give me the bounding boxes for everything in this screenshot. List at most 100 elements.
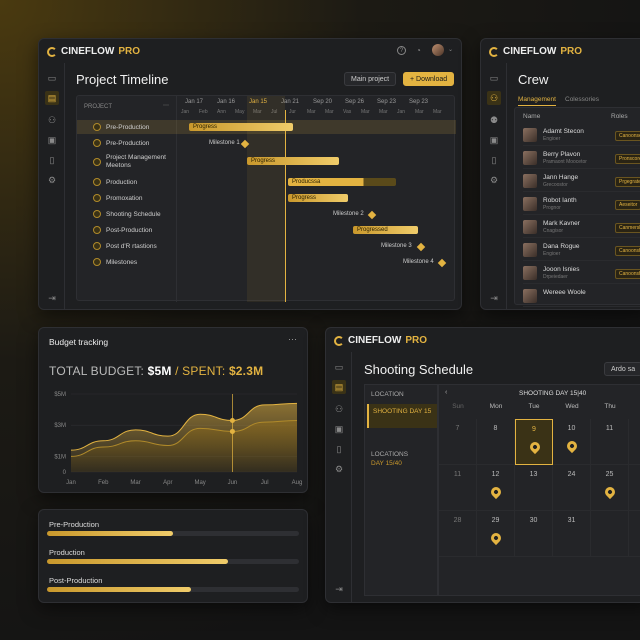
location-pin-icon[interactable] [488,530,504,546]
chevron-down-icon[interactable]: ⌄ [448,47,454,53]
gantt-row-label: Promoxation [106,194,143,202]
calendar-day[interactable]: 31 [553,511,591,557]
phases-panel: Pre-Production Production Post-Production [38,509,308,603]
calendar-day[interactable]: 13 [515,465,553,511]
calendar-day[interactable]: 29 [477,511,515,557]
logout-icon[interactable]: ⇥ [48,293,56,303]
calendar-day-number: 9 [532,426,536,433]
crew-row[interactable]: Robot Ianth Prognor Aeseitor [523,193,640,215]
gantt-row[interactable]: Milestones [93,258,137,266]
location-pin-icon[interactable] [564,438,580,454]
calendar-day[interactable]: 1 [629,419,640,465]
briefcase-icon[interactable]: ▣ [47,135,57,145]
calendar-day[interactable] [591,511,629,557]
crew-subtitle: Cnagisor [543,228,564,234]
users-icon[interactable]: ⚇ [47,115,57,125]
gantt-row[interactable]: Pre-Production [93,139,149,147]
calendar-icon[interactable]: ▤ [332,380,346,394]
milestone-3-marker[interactable] [416,242,426,252]
gantt-row[interactable]: Production [93,178,137,186]
avatar[interactable] [432,44,444,56]
calendar-day[interactable]: 30 [515,511,553,557]
logout-icon[interactable]: ⇥ [490,293,498,303]
crew-subtitle: Grecoostor [543,182,568,188]
tab-management[interactable]: Management [518,96,556,106]
check-icon [93,158,101,166]
more-icon[interactable]: ⋯ [288,334,297,344]
folder-icon[interactable]: ▭ [334,362,344,372]
date-label: Jan 21 [281,99,300,105]
column-menu-icon[interactable]: ⋯ [163,103,169,109]
calendar-day-number: 7 [455,425,460,432]
crew-name: Dana Rogue [543,243,580,250]
help-icon[interactable]: ? [397,46,406,55]
gantt-row[interactable]: Promoxation [93,194,143,202]
gantt-bar-production[interactable]: Producssa [288,178,396,186]
gear-icon[interactable]: ⚙ [47,175,57,185]
calendar-day[interactable]: 11 [439,465,477,511]
y-tick-label: $1M [54,454,66,460]
milestone-1-label: Milestone 1 [209,140,240,146]
document-icon[interactable]: ▯ [491,155,497,165]
download-button[interactable]: + Download [403,72,455,86]
logout-icon[interactable]: ⇥ [335,584,343,594]
calendar-day[interactable]: 9 [515,419,553,465]
calendar-day-number: 24 [567,471,576,478]
users-icon[interactable]: ⚇ [334,404,344,414]
folder-icon[interactable]: ▭ [47,73,57,83]
tab-accessories[interactable]: Colessories [565,96,599,103]
calendar-day[interactable]: 12 [477,465,515,511]
column-header-name: Name [523,113,541,120]
location-pin-icon[interactable] [602,484,618,500]
gear-icon[interactable]: ⚙ [334,464,344,474]
calendar-day[interactable]: 10 [553,419,591,465]
calendar-day[interactable]: 2 [629,465,640,511]
milestone-2-marker[interactable] [367,210,377,220]
calendar-day[interactable]: 7 [439,419,477,465]
calendar-day[interactable]: 11 [591,419,629,465]
briefcase-icon[interactable]: ▣ [489,135,499,145]
crew-row[interactable]: Wereee Woole [523,285,640,307]
calendar-day[interactable]: 8 [477,419,515,465]
gantt-bar-promotion[interactable]: Progress [288,194,348,202]
briefcase-icon[interactable]: ▣ [334,424,344,434]
gantt-bar-meetings[interactable]: Progress [247,157,339,165]
calendar-day[interactable]: 24 [553,465,591,511]
gantt-bar-post-production[interactable]: Progressed [353,226,418,234]
calendar-day[interactable] [629,511,640,557]
document-icon[interactable]: ▯ [49,155,55,165]
day-label: Mar [325,109,334,115]
calendar-day[interactable]: 25 [591,465,629,511]
location-pin-icon[interactable] [488,484,504,500]
phase-label: Production [49,548,85,557]
crew-name: Robot Ianth [543,197,577,204]
gantt-row[interactable]: Post d'R rtastions [93,242,157,250]
document-icon[interactable]: ▯ [336,444,342,454]
location-pin-icon[interactable] [527,439,543,455]
folder-icon[interactable]: ▭ [489,73,499,83]
group-icon[interactable]: ⚉ [489,115,499,125]
prev-arrow-icon[interactable]: ‹ [445,389,448,396]
weekday-label: Tue [528,403,540,410]
gantt-bar-pre-production[interactable]: Progress [189,123,293,131]
gantt-row[interactable]: Post-Production [93,226,152,234]
day-label: Feb [199,109,208,115]
milestone-4-marker[interactable] [437,258,447,268]
gantt-row[interactable]: Pre-Production [93,123,149,131]
bell-icon[interactable]: ◔ [416,46,421,55]
gear-icon[interactable]: ⚙ [489,175,499,185]
gantt-row[interactable]: Project Management Meetons [93,154,167,170]
main-project-button[interactable]: Main project [344,72,397,86]
calendar-day[interactable]: 28 [439,511,477,557]
gantt-row[interactable]: Shooting Schedule [93,210,161,218]
shooting-day-card[interactable]: SHOOTING DAY 15 [367,404,437,428]
users-icon[interactable]: ⚇ [487,91,501,105]
calendar-icon[interactable]: ▤ [45,91,59,105]
add-schedule-button[interactable]: Ardo sa [604,362,640,376]
